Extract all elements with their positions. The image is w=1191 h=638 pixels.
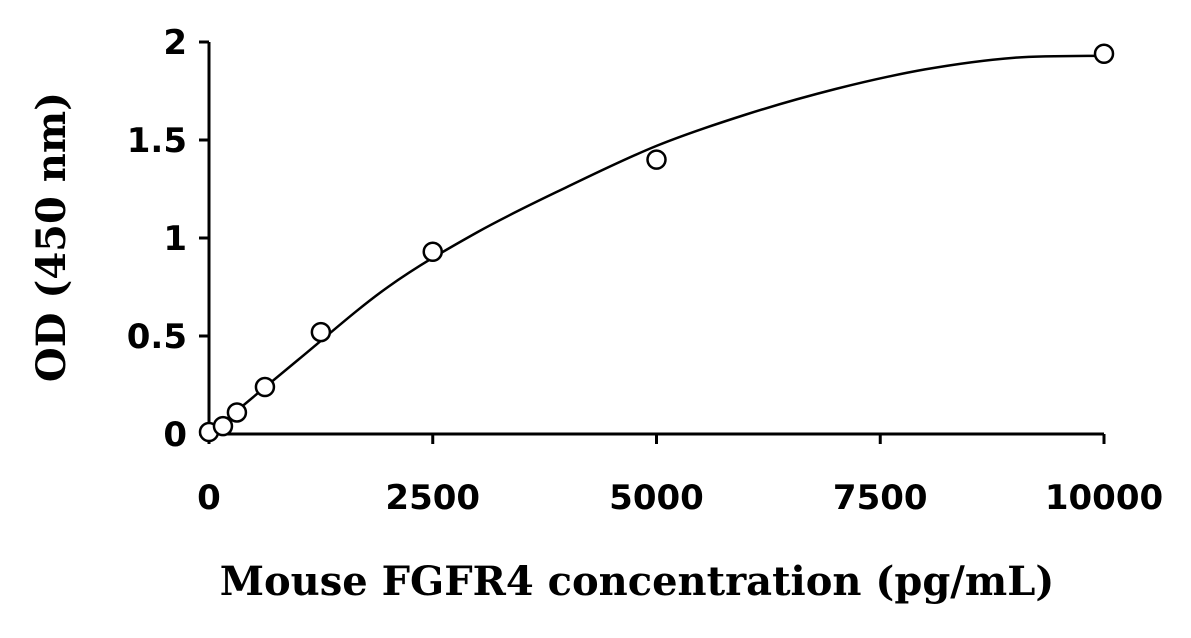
y-tick-label: 0.5	[127, 317, 187, 357]
x-tick-label: 10000	[1045, 478, 1163, 518]
data-point	[254, 376, 276, 398]
x-ticks: 0 2500 5000 7500 10000	[197, 434, 1163, 518]
data-point	[422, 241, 443, 262]
data-points	[198, 43, 1115, 443]
x-axis-title: Mouse FGFR4 concentration (pg/mL)	[220, 558, 1055, 605]
y-tick-label: 2	[163, 23, 187, 63]
data-point	[226, 402, 248, 423]
axes	[207, 42, 1104, 436]
y-tick-label: 1.5	[127, 121, 187, 161]
y-tick-label: 0	[163, 415, 187, 455]
y-ticks: 0 0.5 1 1.5 2	[127, 23, 209, 455]
x-tick-label: 0	[197, 478, 221, 518]
data-point	[212, 415, 234, 437]
data-point	[646, 149, 667, 170]
data-point	[1093, 43, 1115, 65]
fit-curve-line	[208, 54, 1105, 435]
x-tick-label: 7500	[833, 478, 928, 518]
x-tick-label: 2500	[385, 478, 480, 518]
x-tick-label: 5000	[609, 478, 704, 518]
y-tick-label: 1	[163, 219, 187, 259]
y-axis-title: OD (450 nm)	[28, 92, 75, 382]
data-point	[310, 321, 332, 343]
